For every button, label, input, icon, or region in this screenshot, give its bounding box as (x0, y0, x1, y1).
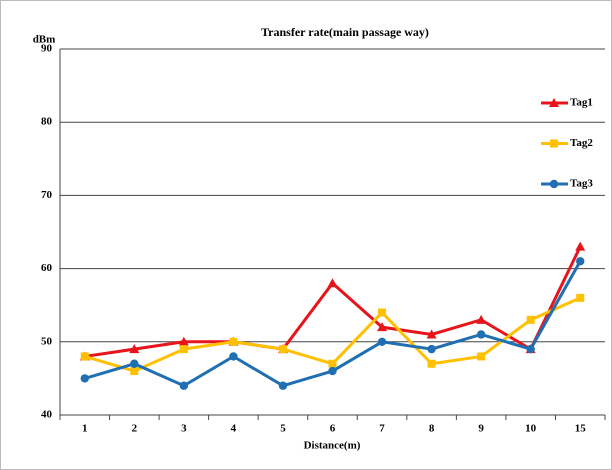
x-tick-label: 3 (181, 423, 187, 435)
legend-label: Tag2 (570, 137, 593, 149)
data-point (526, 344, 535, 354)
x-tick-label: 8 (429, 423, 435, 435)
data-point (576, 293, 585, 302)
x-tick-label: 4 (231, 423, 237, 435)
data-point (526, 315, 535, 324)
data-point (278, 345, 287, 354)
x-tick-label: 10 (525, 423, 537, 435)
data-point (179, 345, 188, 354)
data-point (575, 241, 586, 251)
data-point (278, 381, 288, 390)
y-tick-label: 70 (41, 189, 53, 201)
x-tick-label: 7 (379, 423, 385, 435)
data-point (377, 322, 388, 332)
data-point (576, 257, 585, 266)
data-point (427, 344, 436, 354)
data-point (477, 352, 486, 361)
y-tick-label: 40 (41, 409, 53, 421)
data-point (476, 330, 486, 339)
data-point (378, 308, 387, 317)
legend-marker (550, 139, 558, 148)
data-point (229, 337, 238, 346)
data-point (476, 314, 487, 324)
y-tick-label: 50 (41, 335, 53, 347)
data-point (80, 374, 89, 383)
data-point (328, 359, 337, 368)
x-axis-label: Distance(m) (304, 440, 361, 452)
x-tick-label: 5 (280, 423, 286, 435)
y-axis-label: dBm (33, 34, 56, 46)
data-point (327, 278, 338, 288)
y-tick-label: 90 (41, 43, 53, 55)
legend-marker (549, 179, 559, 189)
x-tick-label: 9 (478, 423, 484, 435)
x-tick-label: 15 (575, 423, 587, 435)
x-tick-label: 1 (82, 423, 88, 435)
x-tick-label: 2 (132, 423, 138, 435)
data-point (377, 337, 387, 346)
data-point (129, 344, 140, 354)
legend-label: Tag1 (570, 97, 593, 109)
data-point (328, 366, 337, 376)
chart-title: Transfer rate(main passage way) (261, 25, 429, 39)
y-tick-label: 60 (41, 262, 53, 274)
data-point (80, 352, 89, 361)
data-point (427, 359, 436, 368)
data-point (178, 336, 189, 346)
legend-marker (549, 98, 559, 107)
data-point (179, 381, 189, 390)
legend-label: Tag3 (570, 178, 593, 190)
data-point (426, 329, 437, 339)
data-point (229, 352, 238, 361)
data-point (130, 367, 139, 376)
y-tick-label: 80 (41, 116, 53, 128)
data-point (130, 359, 139, 368)
x-tick-label: 6 (330, 423, 336, 435)
